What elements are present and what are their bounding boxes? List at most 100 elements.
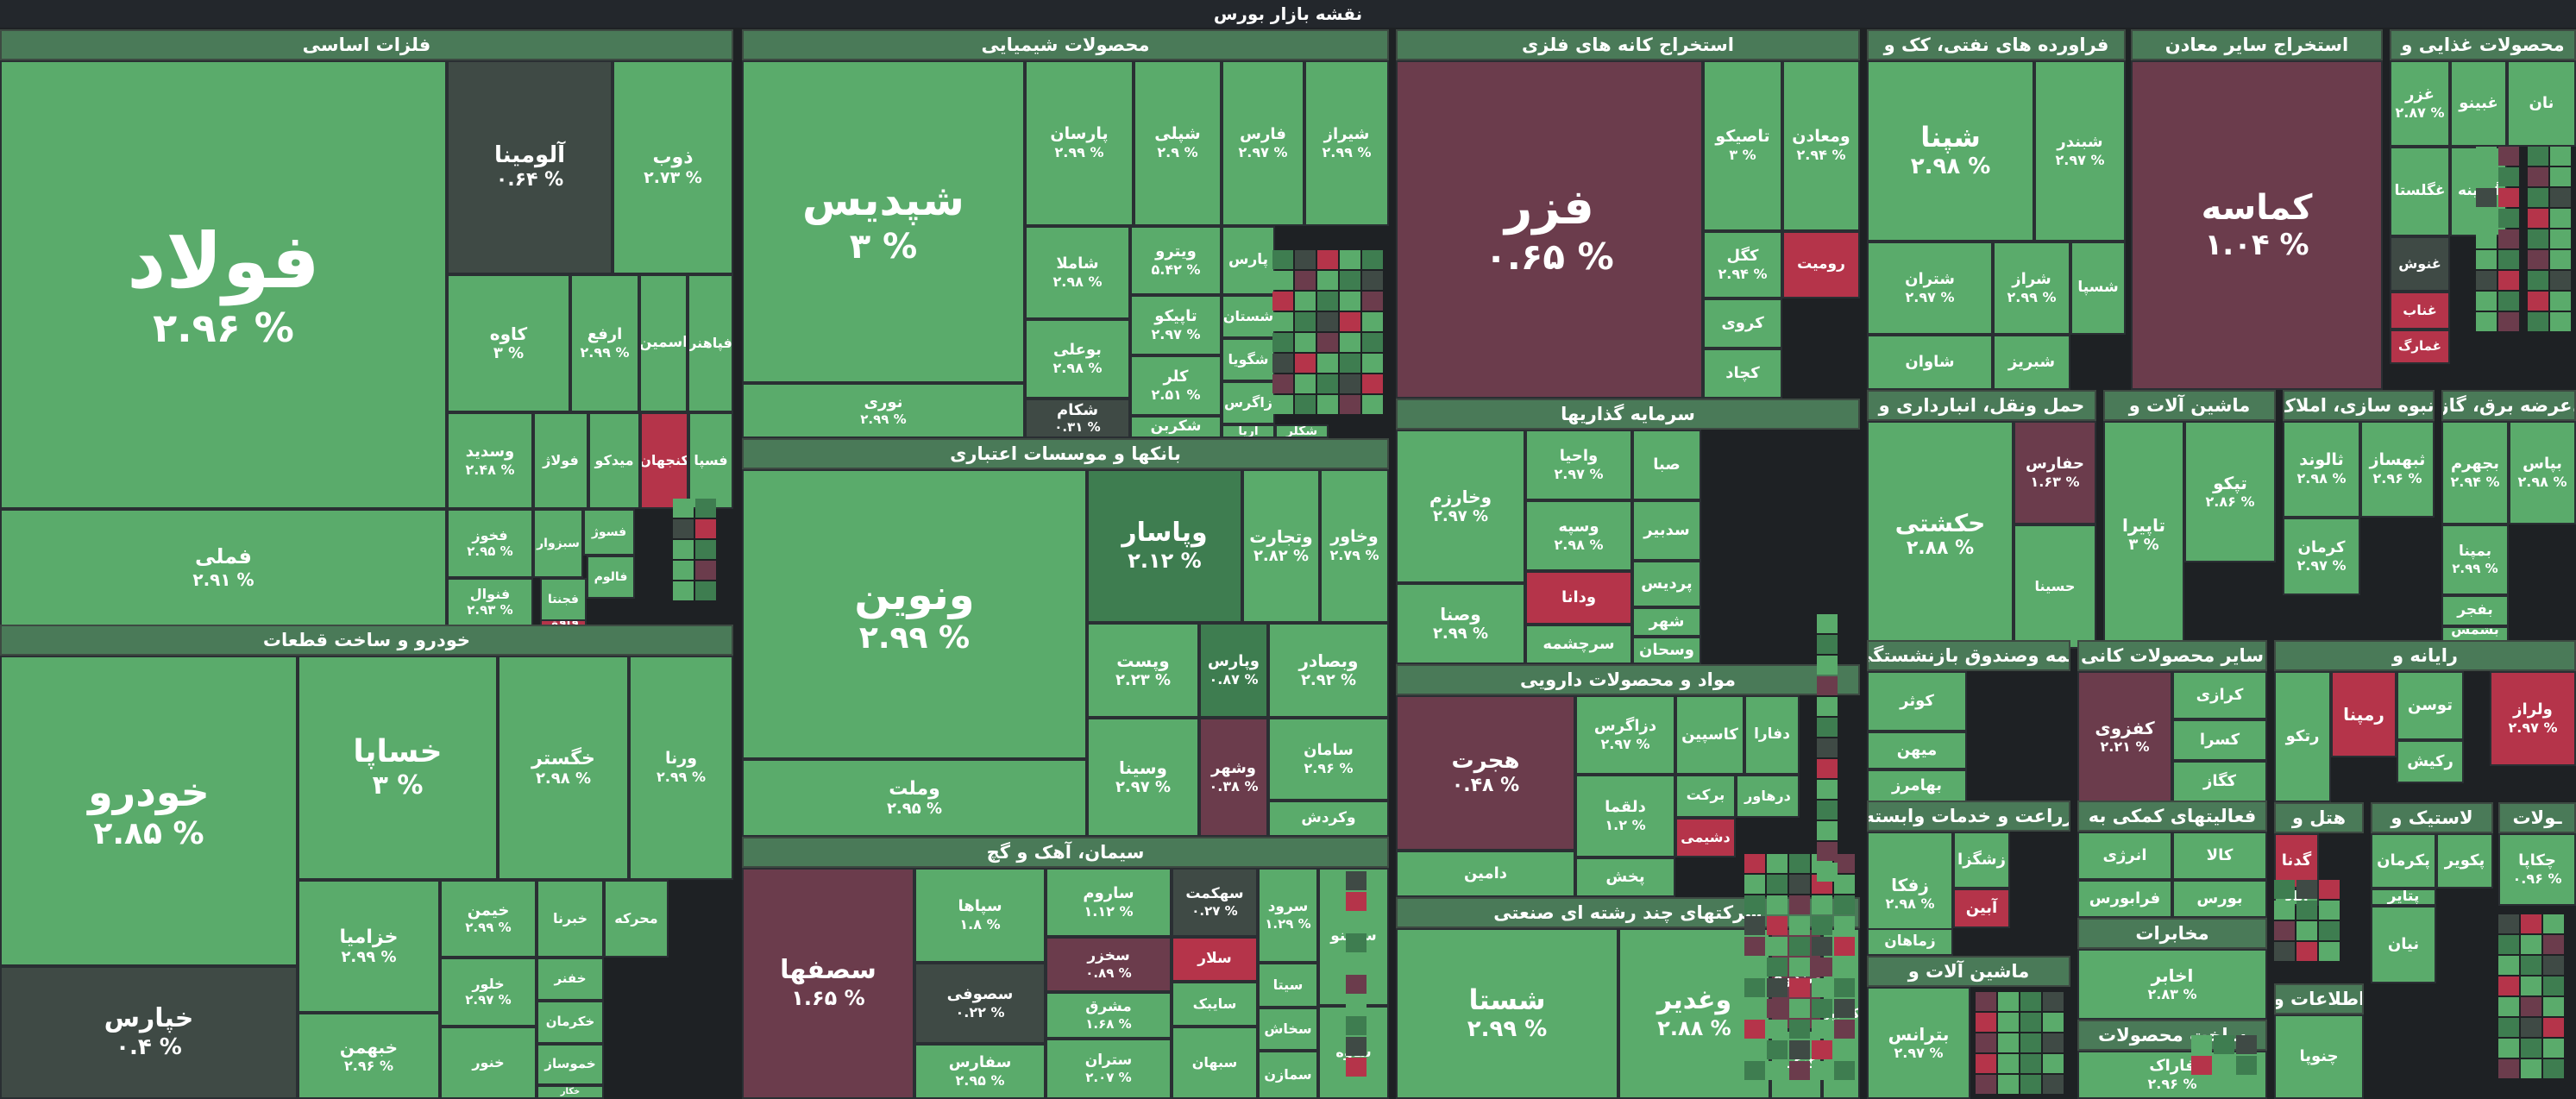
small-stock-cell[interactable]: [1767, 958, 1787, 977]
small-stock-cell[interactable]: [1295, 292, 1316, 311]
small-stock-cell[interactable]: [2498, 1018, 2519, 1037]
small-stock-cell[interactable]: [2498, 167, 2519, 186]
small-stock-cell[interactable]: [1340, 250, 1360, 269]
stock-tile[interactable]: نوری ۲.۹۹ %: [742, 383, 1025, 438]
small-stock-cell[interactable]: [1998, 1054, 2019, 1073]
stock-tile[interactable]: خموساز: [537, 1044, 604, 1085]
small-stock-cell[interactable]: [1834, 916, 1855, 935]
sector-title[interactable]: ماشین آلات و: [1867, 956, 2070, 987]
stock-tile[interactable]: فخوز ۲.۹۵ %: [447, 509, 533, 578]
small-stock-cell[interactable]: [2521, 997, 2541, 1016]
stock-tile[interactable]: شهر: [1632, 607, 1701, 637]
stock-tile[interactable]: سپاها ۱.۸ %: [914, 868, 1046, 963]
stock-tile[interactable]: سلار: [1172, 937, 1258, 982]
small-stock-cell[interactable]: [2476, 188, 2497, 207]
small-stock-cell[interactable]: [2043, 992, 2064, 1011]
small-stock-cell[interactable]: [1767, 1020, 1787, 1039]
small-stock-cell[interactable]: [1346, 1037, 1367, 1056]
stock-tile[interactable]: ساروم ۱.۱۲ %: [1046, 868, 1172, 937]
small-stock-cell[interactable]: [1812, 999, 1832, 1018]
small-stock-cell[interactable]: [2498, 271, 2519, 290]
small-stock-cell[interactable]: [1317, 250, 1338, 269]
stock-tile[interactable]: پارسان ۲.۹۹ %: [1025, 60, 1134, 226]
small-stock-cell[interactable]: [1767, 854, 1787, 873]
stock-tile[interactable]: ونوین ۲.۹۹ %: [742, 469, 1087, 759]
small-stock-cell[interactable]: [2191, 1056, 2212, 1075]
small-stock-cell[interactable]: [2543, 935, 2564, 954]
small-stock-cell[interactable]: [2521, 1018, 2541, 1037]
small-stock-cell[interactable]: [2214, 1056, 2234, 1075]
stock-tile[interactable]: کفزوی ۲.۲۱ %: [2077, 671, 2172, 802]
small-stock-cell[interactable]: [1272, 271, 1293, 290]
small-stock-cell[interactable]: [2476, 147, 2497, 166]
small-stock-cell[interactable]: [1976, 1054, 1996, 1073]
small-stock-cell[interactable]: [1976, 1013, 1996, 1032]
sector-title[interactable]: محصولات شیمیایی: [742, 29, 1389, 60]
small-stock-cell[interactable]: [1834, 854, 1855, 873]
stock-tile[interactable]: وملت ۲.۹۵ %: [742, 759, 1087, 837]
small-stock-cell[interactable]: [2498, 1059, 2519, 1078]
small-stock-cell[interactable]: [1834, 1061, 1855, 1080]
small-stock-cell[interactable]: [2528, 147, 2548, 166]
sector-title[interactable]: حمل ونقل، انبارداری و: [1867, 390, 2096, 421]
small-stock-cell[interactable]: [1346, 954, 1367, 973]
stock-tile[interactable]: میدکو: [588, 412, 640, 509]
small-stock-cell[interactable]: [1812, 1040, 1832, 1059]
small-stock-cell[interactable]: [1817, 780, 1838, 799]
small-stock-cell[interactable]: [2521, 935, 2541, 954]
small-stock-cell[interactable]: [1817, 759, 1838, 778]
small-stock-cell[interactable]: [1340, 354, 1360, 373]
small-stock-cell[interactable]: [1789, 875, 1810, 894]
stock-tile[interactable]: پارس: [1222, 226, 1275, 295]
small-stock-cell[interactable]: [2498, 1039, 2519, 1058]
stock-tile[interactable]: سبزوار: [533, 509, 583, 578]
small-stock-cell[interactable]: [1817, 821, 1838, 840]
stock-tile[interactable]: خفنر: [537, 958, 604, 1001]
small-stock-cell[interactable]: [1817, 863, 1838, 882]
stock-tile[interactable]: وخارزم ۲.۹۷ %: [1396, 430, 1525, 583]
small-stock-cell[interactable]: [1817, 635, 1838, 654]
small-stock-cell[interactable]: [2498, 250, 2519, 269]
stock-tile[interactable]: بترانس ۲.۹۷ %: [1867, 987, 1970, 1099]
small-stock-cell[interactable]: [2498, 229, 2519, 248]
stock-tile[interactable]: دشیمی: [1675, 818, 1736, 857]
small-stock-cell[interactable]: [2498, 312, 2519, 331]
stock-tile[interactable]: ثبهساز ۲.۹۶ %: [2360, 421, 2435, 518]
small-stock-cell[interactable]: [1834, 1040, 1855, 1059]
stock-tile[interactable]: خزامیا ۲.۹۹ %: [298, 880, 440, 1013]
small-stock-cell[interactable]: [2236, 1056, 2257, 1075]
small-stock-cell[interactable]: [1817, 718, 1838, 737]
stock-tile[interactable]: شکلر: [1275, 424, 1329, 438]
small-stock-cell[interactable]: [1295, 333, 1316, 352]
stock-tile[interactable]: فجنتا: [540, 578, 587, 621]
stock-tile[interactable]: گدنا: [2274, 833, 2319, 889]
small-stock-cell[interactable]: [1317, 333, 1338, 352]
small-stock-cell[interactable]: [1789, 1040, 1810, 1059]
stock-tile[interactable]: فملی ۲.۹۱ %: [0, 509, 447, 626]
small-stock-cell[interactable]: [2476, 292, 2497, 311]
stock-tile[interactable]: کگل ۲.۹۴ %: [1703, 231, 1782, 298]
small-stock-cell[interactable]: [1744, 999, 1765, 1018]
stock-tile[interactable]: ثالوند ۲.۹۸ %: [2283, 421, 2360, 518]
stock-tile[interactable]: شراز ۲.۹۹ %: [1993, 242, 2070, 335]
small-stock-cell[interactable]: [2543, 1039, 2564, 1058]
stock-tile[interactable]: فسپا: [688, 412, 733, 509]
small-stock-cell[interactable]: [1789, 1020, 1810, 1039]
stock-tile[interactable]: کسرا: [2172, 719, 2267, 761]
stock-tile[interactable]: خیمن ۲.۹۹ %: [440, 880, 537, 958]
small-stock-cell[interactable]: [2319, 901, 2340, 920]
small-stock-cell[interactable]: [1346, 871, 1367, 890]
sector-title[interactable]: زراعت و خدمات وابسته: [1867, 801, 2070, 832]
stock-tile[interactable]: وپارس ۰.۸۷ %: [1199, 623, 1268, 718]
small-stock-cell[interactable]: [2236, 1035, 2257, 1054]
small-stock-cell[interactable]: [2528, 229, 2548, 248]
small-stock-cell[interactable]: [1789, 958, 1810, 977]
small-stock-cell[interactable]: [2476, 167, 2497, 186]
stock-tile[interactable]: توسن: [2397, 671, 2464, 740]
stock-tile[interactable]: فارس ۲.۹۷ %: [1222, 60, 1304, 226]
small-stock-cell[interactable]: [2476, 312, 2497, 331]
stock-tile[interactable]: چکاپا ۰.۹۶ %: [2498, 833, 2576, 906]
stock-tile[interactable]: فرابورس: [2077, 880, 2172, 918]
small-stock-cell[interactable]: [1317, 395, 1338, 414]
stock-tile[interactable]: خلور ۲.۹۷ %: [440, 958, 537, 1027]
